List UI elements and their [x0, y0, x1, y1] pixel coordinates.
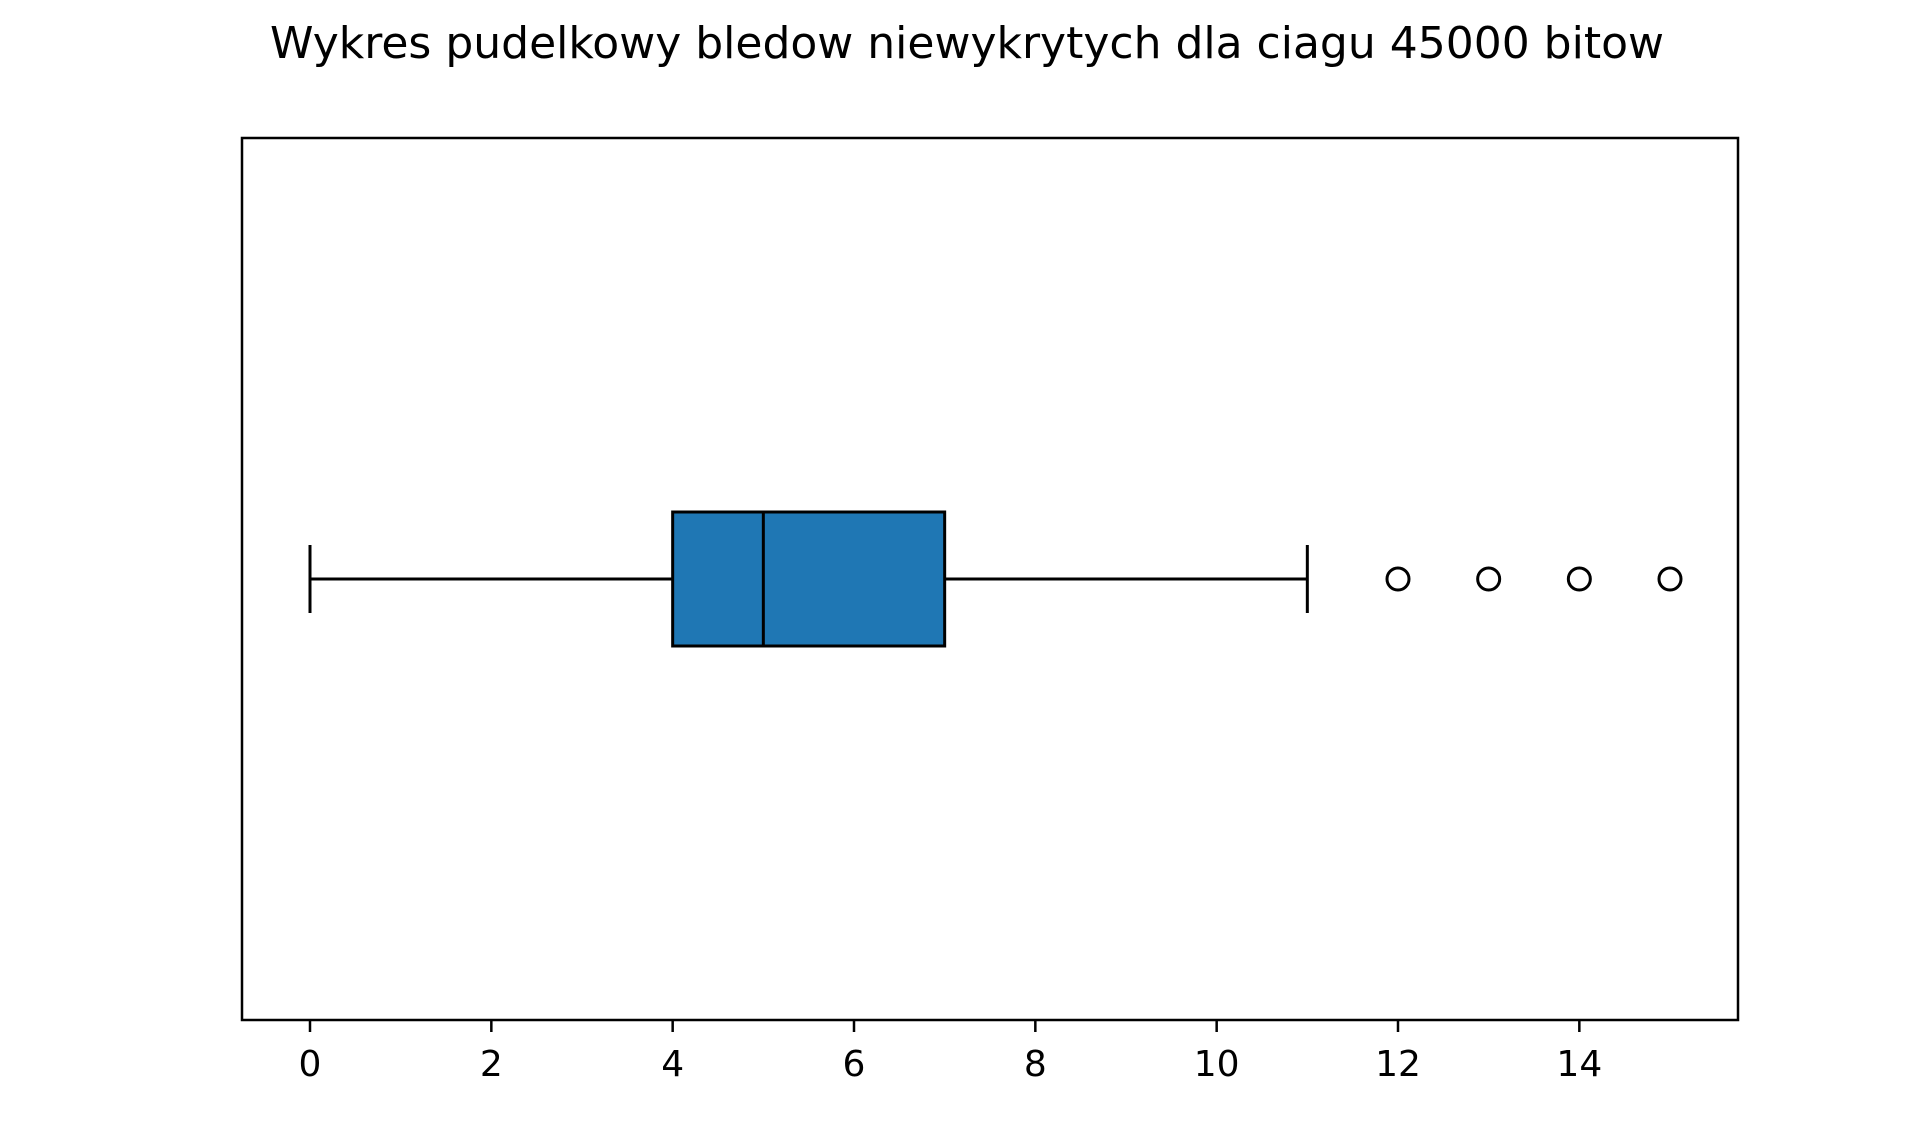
- x-tick-label: 10: [1194, 1044, 1240, 1085]
- chart-title: Wykres pudelkowy bledow niewykrytych dla…: [270, 18, 1664, 69]
- axes-frame: [240, 136, 1740, 1022]
- plot-area: 0 2 4 6 8 10 12 14: [240, 136, 1740, 1085]
- flier-point: [1476, 566, 1502, 592]
- x-tick-label: 8: [1024, 1044, 1047, 1085]
- flier-point: [1657, 566, 1683, 592]
- x-tick-label: 6: [843, 1044, 866, 1085]
- x-tick-label: 4: [661, 1044, 684, 1085]
- x-tick-label: 12: [1375, 1044, 1421, 1085]
- x-tick-label: 14: [1556, 1044, 1602, 1085]
- x-tick-label: 2: [480, 1044, 503, 1085]
- x-tick-label: 0: [299, 1044, 322, 1085]
- flier-point: [1385, 566, 1411, 592]
- iqr-box: [671, 510, 947, 648]
- flier-point: [1566, 566, 1592, 592]
